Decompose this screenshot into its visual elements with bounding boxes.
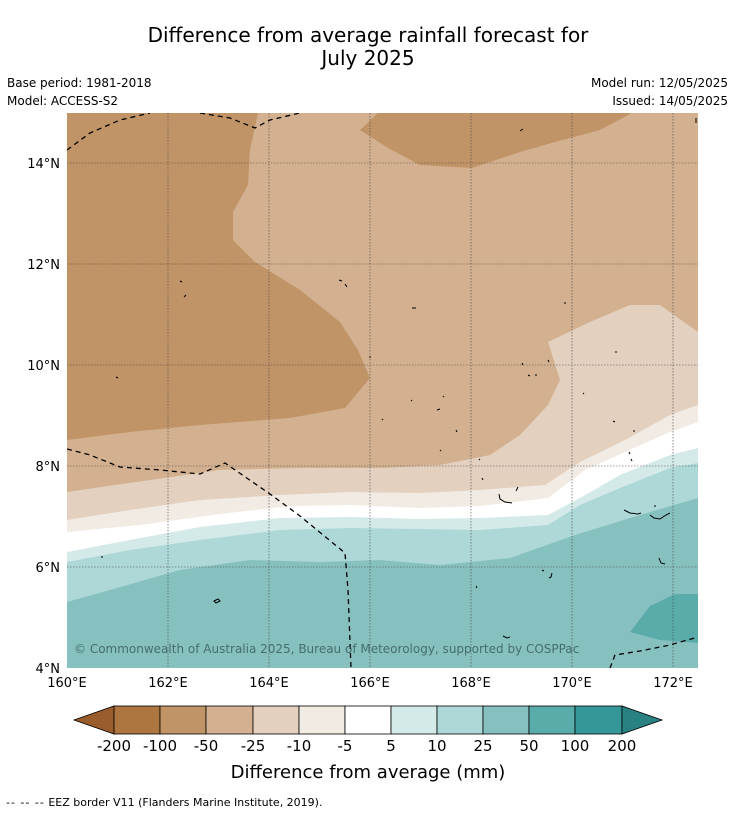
lon-tick-172e: 172°E [653,676,693,691]
colorbar-tick-label: -25 [241,737,266,755]
longitude-axis: 160°E 162°E 164°E 166°E 168°E 170°E 172°… [47,676,693,691]
lon-tick-164e: 164°E [249,676,289,691]
colorbar-bin-100-to-200 [574,705,623,735]
colorbar-tick-label: 50 [519,737,538,755]
issued-text: Issued: 14/05/2025 [612,94,728,108]
map-title-line-1: Difference from average rainfall forecas… [147,23,589,47]
colorbar-tick-label: 200 [608,737,637,755]
eez-border [67,113,698,668]
rainfall-field: © Commonwealth of Australia 2025, Bureau… [67,113,698,668]
colorbar-tick-label: 25 [473,737,492,755]
base-period-text: Base period: 1981-2018 [7,76,152,90]
colorbar-tick-label: 5 [386,737,396,755]
lon-tick-160e: 160°E [47,676,87,691]
lat-tick-10n: 10°N [27,359,60,374]
colorbar-title: Difference from average (mm) [231,762,506,783]
colorbar-bin-5-to-10 [390,705,438,735]
colorbar-tick-label: -10 [287,737,312,755]
lon-tick-166e: 166°E [350,676,390,691]
lat-tick-12n: 12°N [27,258,60,273]
model-run-text: Model run: 12/05/2025 [590,76,728,90]
colorbar-extend-low [72,705,115,735]
zone-minus100-to-minus50-north [360,113,632,168]
lon-tick-170e: 170°E [552,676,592,691]
rainfall-map: © Commonwealth of Australia 2025, Bureau… [27,113,698,783]
latitude-axis: 14°N 12°N 10°N 8°N 6°N 4°N [27,157,60,677]
colorbar-bin-50-to-100 [528,705,576,735]
colorbar-bin-minus100-to-minus50 [159,705,207,735]
colorbar-extend-high [621,705,664,735]
eez-dash-sample: -- -- -- [6,796,45,809]
lon-tick-168e: 168°E [451,676,491,691]
colorbar [72,705,664,735]
lat-tick-14n: 14°N [27,157,60,172]
metadata-right: Model run: 12/05/2025 Issued: 14/05/2025 [591,74,728,110]
colorbar-tick-label: -5 [338,737,353,755]
lat-tick-6n: 6°N [36,561,61,576]
zone-minus100-to-minus50-west [67,113,370,440]
colorbar-bin-25-to-50 [482,705,530,735]
eez-legend: -- -- -- EEZ border V11 (Flanders Marine… [6,796,322,809]
colorbar-tick-label: 10 [427,737,446,755]
lat-tick-8n: 8°N [36,460,61,475]
colorbar-tick-label: 100 [561,737,590,755]
copyright-notice: © Commonwealth of Australia 2025, Bureau… [74,642,579,656]
colorbar-bin-minus10-to-minus5 [298,705,346,735]
eez-legend-text: EEZ border V11 (Flanders Marine Institut… [48,796,323,809]
island-outlines [101,118,697,639]
lat-tick-4n: 4°N [36,662,61,677]
model-text: Model: ACCESS-S2 [7,94,119,108]
colorbar-tick-label: -200 [97,737,131,755]
gridlines [67,113,698,668]
colorbar-bin-10-to-25 [436,705,484,735]
metadata-left: Base period: 1981-2018 Model: ACCESS-S2 [7,74,152,110]
map-title-line-2: July 2025 [321,46,415,70]
colorbar-bin-minus50-to-minus25 [205,705,254,735]
colorbar-bin-minus5-to-5 [344,705,392,735]
colorbar-tick-label: -50 [194,737,219,755]
colorbar-bin-minus25-to-minus10 [252,705,300,735]
colorbar-ticks: -200 -100 -50 -25 -10 -5 5 10 25 50 100 … [97,737,636,755]
zone-50-to-100 [630,594,698,643]
lon-tick-162e: 162°E [148,676,188,691]
colorbar-bin-minus200-to-minus100 [113,705,161,735]
colorbar-tick-label: -100 [143,737,177,755]
